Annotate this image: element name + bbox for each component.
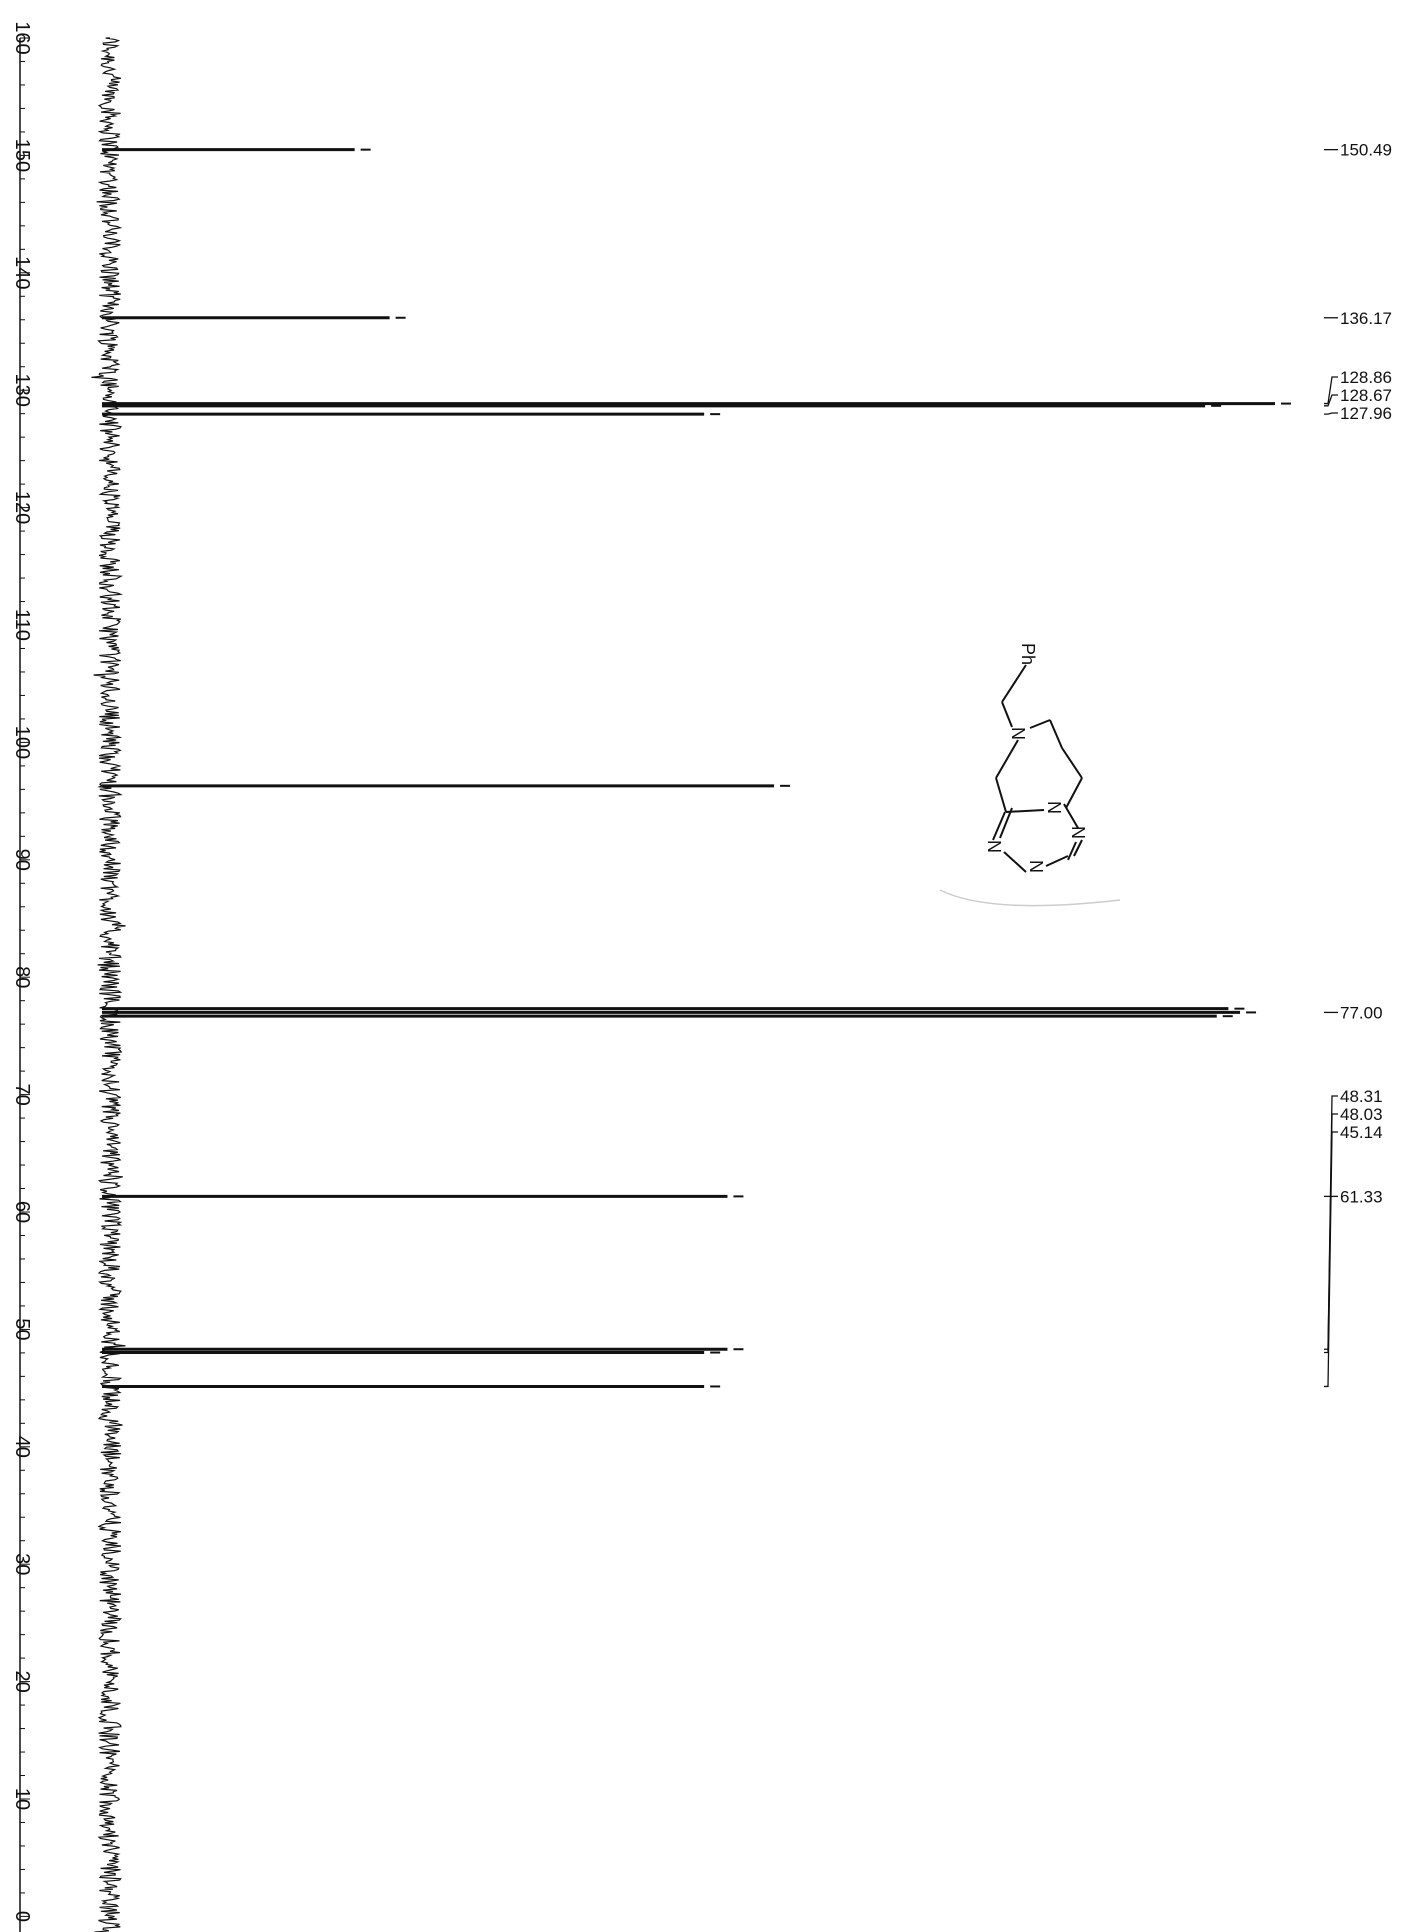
molecule-structure bbox=[939, 664, 1121, 907]
peak-label-text: 48.03 bbox=[1340, 1105, 1383, 1124]
baseline-noise bbox=[91, 37, 126, 1932]
atom-label-ph: Ph bbox=[1018, 643, 1038, 665]
peak-label-text: 150.49 bbox=[1340, 141, 1392, 160]
atom-label-n: N bbox=[1026, 860, 1046, 873]
bond bbox=[1063, 803, 1079, 829]
bond bbox=[1067, 841, 1077, 861]
axis-tick-label: 150 bbox=[11, 139, 33, 172]
bond bbox=[1003, 851, 1027, 873]
peak-label-text: 128.86 bbox=[1340, 368, 1392, 387]
axis-tick-label: 100 bbox=[11, 726, 33, 759]
peak-label-text: 127.96 bbox=[1340, 404, 1392, 423]
baseline-noise-trace bbox=[91, 37, 126, 1932]
bond bbox=[992, 811, 1006, 841]
axis-tick-label: 110 bbox=[11, 609, 33, 641]
bond bbox=[1001, 701, 1013, 728]
bond bbox=[1065, 777, 1083, 809]
atom-label-n: N bbox=[1068, 826, 1088, 839]
peak-label-leader bbox=[1324, 376, 1338, 405]
axis-tick-label: 60 bbox=[11, 1201, 33, 1223]
molecule-labels: Ph N N N N N bbox=[984, 643, 1088, 873]
axis-tick-label: 50 bbox=[11, 1318, 33, 1340]
axis-tick-label: 80 bbox=[11, 966, 33, 988]
bond bbox=[995, 777, 1007, 813]
bond bbox=[1049, 719, 1063, 749]
atom-label-n: N bbox=[984, 840, 1004, 853]
peak-lines bbox=[102, 148, 1291, 1388]
atom-label-n: N bbox=[1008, 727, 1028, 740]
structure-card-outline bbox=[939, 889, 1121, 907]
axis-tick-label: 20 bbox=[11, 1670, 33, 1692]
peak-label-text: 77.00 bbox=[1340, 1003, 1383, 1022]
peak-label-leader bbox=[1324, 412, 1338, 415]
bond bbox=[1005, 809, 1045, 813]
bond bbox=[1045, 855, 1069, 867]
axis-tick-label: 0 bbox=[11, 1911, 33, 1922]
bond bbox=[1073, 839, 1083, 857]
bond bbox=[995, 739, 1019, 779]
axis-tick-label: 160 bbox=[11, 21, 33, 54]
axis-tick-label: 140 bbox=[11, 256, 33, 289]
peak-label-text: 61.33 bbox=[1340, 1187, 1383, 1206]
peak-label-text: 128.67 bbox=[1340, 386, 1392, 405]
bond bbox=[1001, 664, 1027, 703]
axis-tick-label: 70 bbox=[11, 1083, 33, 1105]
peak-label-text: 136.17 bbox=[1340, 309, 1392, 328]
bond bbox=[999, 807, 1013, 839]
atom-label-n: N bbox=[1044, 801, 1064, 814]
axis-tick-label: 130 bbox=[11, 374, 33, 407]
bond bbox=[1029, 719, 1051, 729]
axis-tick-label: 40 bbox=[11, 1436, 33, 1458]
axis-tick-label: 120 bbox=[11, 491, 33, 524]
peak-label-text: 48.31 bbox=[1340, 1087, 1383, 1106]
peak-label-leader bbox=[1324, 394, 1338, 407]
bond bbox=[1061, 747, 1083, 779]
axis-tick-label: 30 bbox=[11, 1553, 33, 1575]
axis-tick-label: 10 bbox=[11, 1788, 33, 1810]
peak-label-leader bbox=[1324, 1131, 1338, 1388]
peak-label-text: 45.14 bbox=[1340, 1123, 1383, 1142]
axis-tick-label: 90 bbox=[11, 849, 33, 871]
